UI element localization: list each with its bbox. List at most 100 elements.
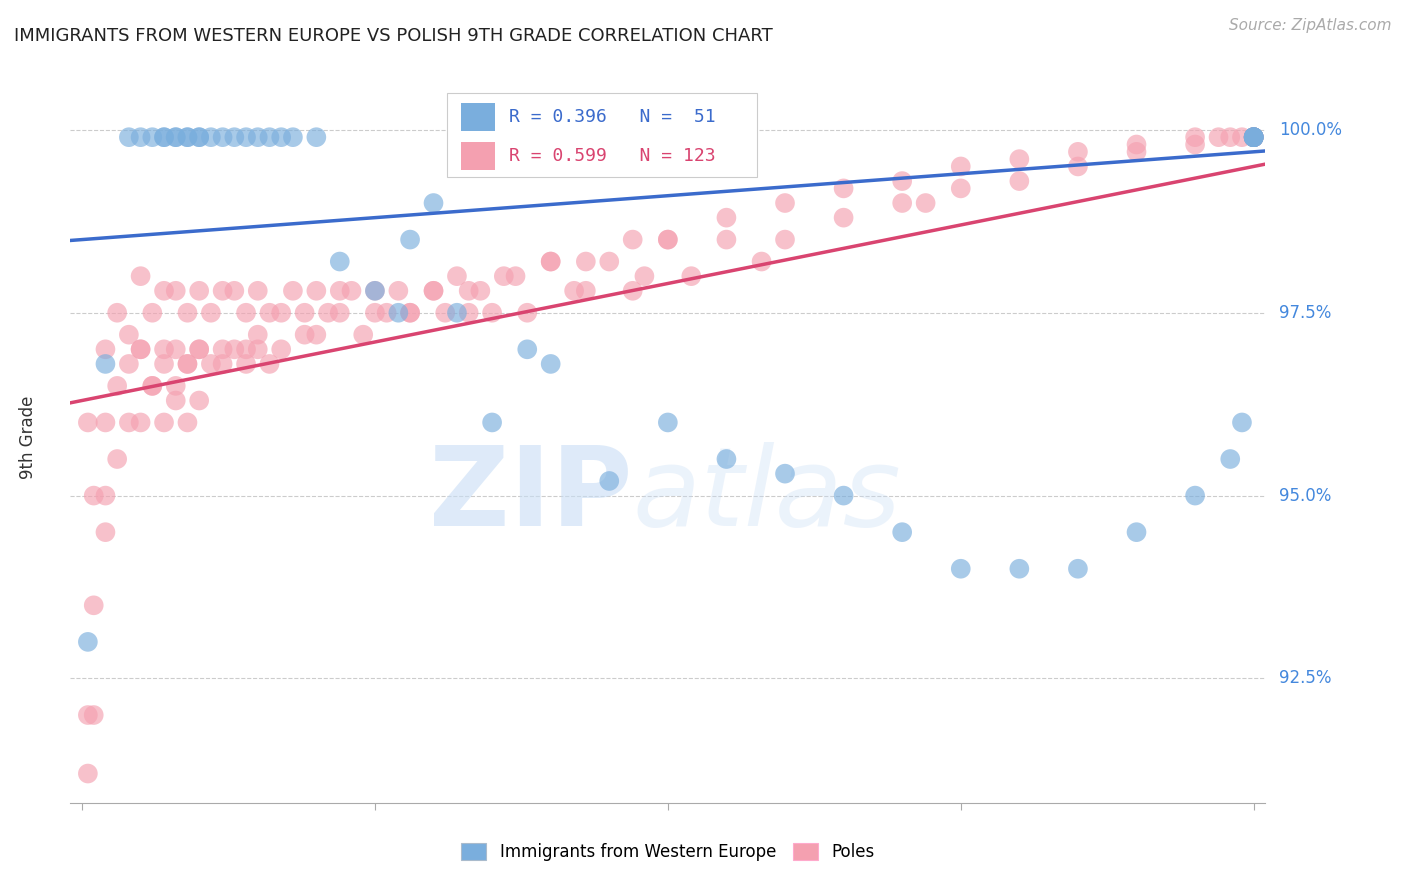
Point bbox=[891, 196, 914, 211]
Point bbox=[481, 306, 503, 320]
Text: ZIP: ZIP bbox=[429, 442, 633, 549]
Point bbox=[200, 306, 222, 320]
Point bbox=[153, 130, 176, 145]
Point bbox=[200, 130, 222, 145]
Point bbox=[598, 474, 620, 488]
Point bbox=[281, 130, 304, 145]
Point bbox=[773, 233, 796, 247]
Text: R = 0.599   N = 123: R = 0.599 N = 123 bbox=[509, 147, 716, 165]
Point bbox=[259, 357, 281, 371]
Point bbox=[575, 284, 598, 298]
Point bbox=[621, 284, 644, 298]
Point bbox=[657, 233, 679, 247]
Point bbox=[176, 357, 198, 371]
Point bbox=[176, 306, 198, 320]
Point bbox=[329, 306, 352, 320]
Point bbox=[211, 357, 233, 371]
Point bbox=[211, 284, 233, 298]
Point bbox=[211, 130, 233, 145]
Point bbox=[294, 327, 316, 342]
Point bbox=[259, 306, 281, 320]
Point bbox=[1125, 137, 1147, 152]
Point bbox=[422, 196, 444, 211]
Point bbox=[399, 306, 422, 320]
Point bbox=[1008, 174, 1031, 188]
Point bbox=[118, 130, 141, 145]
Point bbox=[422, 284, 444, 298]
Point bbox=[224, 130, 246, 145]
Point bbox=[387, 284, 409, 298]
Point bbox=[1125, 145, 1147, 159]
Point bbox=[94, 525, 117, 540]
Point bbox=[516, 306, 538, 320]
Point bbox=[598, 254, 620, 268]
Point bbox=[1243, 130, 1265, 145]
Point bbox=[105, 306, 128, 320]
Point bbox=[83, 489, 105, 503]
Point bbox=[246, 327, 269, 342]
Point bbox=[118, 416, 141, 430]
Point bbox=[270, 306, 292, 320]
Point bbox=[1243, 130, 1265, 145]
Point bbox=[94, 416, 117, 430]
Point bbox=[270, 343, 292, 357]
Point bbox=[141, 130, 163, 145]
FancyBboxPatch shape bbox=[447, 94, 758, 178]
Point bbox=[1184, 130, 1206, 145]
Point bbox=[176, 130, 198, 145]
Point bbox=[83, 708, 105, 723]
Point bbox=[716, 211, 738, 225]
Point bbox=[188, 343, 211, 357]
Point bbox=[1067, 562, 1090, 576]
Point bbox=[165, 130, 187, 145]
Text: Source: ZipAtlas.com: Source: ZipAtlas.com bbox=[1229, 18, 1392, 33]
Point bbox=[1230, 416, 1253, 430]
Point bbox=[1008, 562, 1031, 576]
Point bbox=[76, 416, 98, 430]
Point bbox=[575, 254, 598, 268]
Point bbox=[832, 211, 855, 225]
FancyBboxPatch shape bbox=[461, 103, 495, 131]
Point bbox=[716, 452, 738, 467]
Point bbox=[165, 130, 187, 145]
Point bbox=[129, 269, 152, 284]
Point bbox=[1067, 160, 1090, 174]
Point bbox=[316, 306, 339, 320]
Point bbox=[1243, 130, 1265, 145]
Point bbox=[224, 284, 246, 298]
Point bbox=[1243, 130, 1265, 145]
Point bbox=[387, 306, 409, 320]
Point bbox=[457, 306, 479, 320]
Text: 9th Grade: 9th Grade bbox=[20, 395, 38, 479]
Point bbox=[1243, 130, 1265, 145]
Point bbox=[470, 284, 492, 298]
Point bbox=[176, 130, 198, 145]
Point bbox=[129, 343, 152, 357]
Point bbox=[329, 254, 352, 268]
Point bbox=[329, 284, 352, 298]
Point bbox=[364, 284, 387, 298]
Point bbox=[1243, 130, 1265, 145]
Point bbox=[891, 525, 914, 540]
Point bbox=[129, 416, 152, 430]
Point bbox=[188, 130, 211, 145]
Point bbox=[457, 284, 479, 298]
Point bbox=[305, 284, 328, 298]
Point bbox=[375, 306, 398, 320]
Point bbox=[657, 233, 679, 247]
Point bbox=[832, 181, 855, 195]
Point bbox=[773, 196, 796, 211]
Point bbox=[1243, 130, 1265, 145]
Point bbox=[716, 233, 738, 247]
Point bbox=[246, 284, 269, 298]
Point bbox=[294, 306, 316, 320]
Point bbox=[165, 343, 187, 357]
Point bbox=[188, 343, 211, 357]
Point bbox=[1219, 130, 1241, 145]
Point bbox=[83, 599, 105, 613]
Point bbox=[176, 416, 198, 430]
Point bbox=[153, 130, 176, 145]
Point bbox=[176, 357, 198, 371]
Point bbox=[492, 269, 515, 284]
Point bbox=[118, 357, 141, 371]
